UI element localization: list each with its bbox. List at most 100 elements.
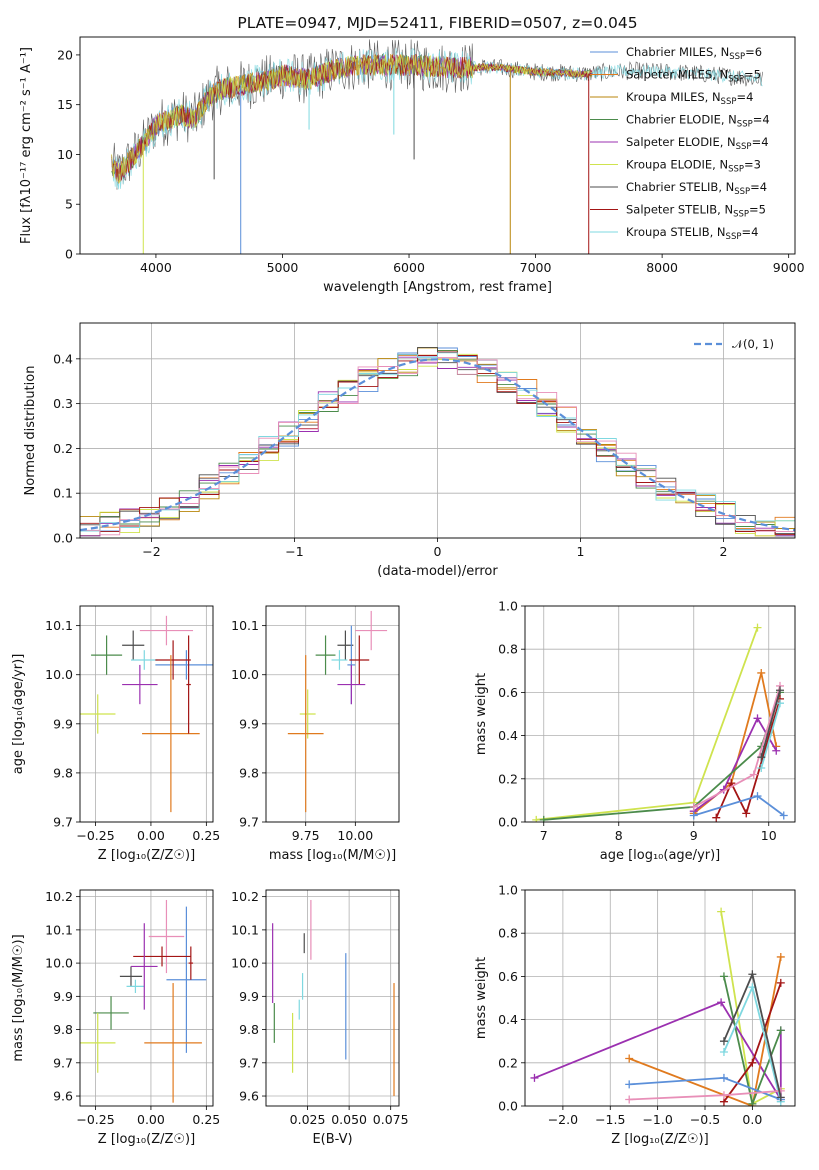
x-axis-label: Z [log₁₀(Z/Z☉)] (98, 848, 195, 863)
weight-marker (530, 1073, 539, 1082)
weight-marker (757, 753, 766, 762)
grid (80, 890, 213, 1106)
panel-residuals: −2 −1 0 1 2 0.0 0.1 0.2 0.3 0.4 (data-model)/error… (23, 322, 796, 579)
x-tick-label: 10.00 (337, 828, 373, 843)
x-tick-label: 0.00 (137, 1112, 165, 1127)
weight-marker (689, 811, 698, 820)
y-tick-label: 1.0 (498, 599, 518, 614)
x-tick-label: 4000 (140, 260, 172, 275)
weight-series (760, 689, 781, 758)
weight-marker (776, 978, 785, 987)
x-axis-label: age [log₁₀(age/yr)] (600, 848, 721, 863)
panel-weight-vs-Z: −2.0 −1.5 −1.0 −0.5 0.0 0.0 0.2 0.4 0.6 0.8 1.0 Z [… (474, 883, 796, 1147)
x-tick-label: 2 (720, 544, 728, 559)
plot-area (80, 899, 207, 1103)
x-tick-label: 0 (434, 544, 442, 559)
x-axis-label: Z [log₁₀(Z/Z☉)] (98, 1132, 195, 1147)
x-tick-label: −1 (285, 544, 303, 559)
x-tick-label: −0.25 (76, 1112, 114, 1127)
y-tick-label: 0.8 (498, 926, 518, 941)
x-axis-label: (data-model)/error (377, 564, 498, 579)
weight-marker (776, 952, 785, 961)
weight-marker (779, 811, 788, 820)
weight-marker (776, 686, 784, 695)
axes-frame (524, 605, 796, 823)
legend-entry: Chabrier MILES, NSSP=6 (626, 45, 762, 62)
weight-marker (719, 1048, 728, 1056)
y-tick-label: 0.8 (498, 642, 518, 657)
y-tick-label: 0.0 (498, 1099, 518, 1114)
weight-marker (539, 815, 548, 822)
plot-area (530, 907, 785, 1106)
y-tick-label: 0.2 (498, 1055, 518, 1070)
x-tick-label: 0.050 (331, 1112, 367, 1127)
axes-frame (265, 605, 400, 823)
legend-suffix: =5 (749, 203, 766, 217)
y-tick-label: 10.1 (45, 618, 73, 633)
legend-suffix: =5 (744, 68, 761, 82)
y-tick-label: 9.6 (239, 1089, 259, 1104)
legend-label: Kroupa STELIB, N (626, 225, 726, 239)
x-tick-label: 1 (577, 544, 585, 559)
weight-marker (689, 802, 698, 811)
weight-marker (625, 1054, 634, 1063)
weight-marker (749, 770, 758, 779)
weight-series (628, 956, 782, 1106)
weight-marker (776, 1026, 785, 1035)
y-tick-label: 9.7 (53, 1055, 73, 1070)
weight-marker (742, 809, 751, 818)
y-tick-label: 9.8 (239, 765, 259, 780)
x-tick-label: −0.25 (76, 828, 114, 843)
weight-marker (757, 764, 766, 772)
grid (266, 890, 399, 1106)
panel-age-vs-mass: 9.75 10.00 9.7 9.8 9.9 10.0 10.1 mass [log₁₀(M/… (231, 605, 400, 863)
axes-frame (265, 889, 400, 1107)
x-tick-label: 8 (615, 828, 623, 843)
weight-marker (748, 1099, 757, 1106)
x-tick-label: 0.075 (373, 1112, 409, 1127)
y-tick-label: 15 (57, 97, 73, 112)
legend-suffix: =4 (741, 225, 758, 239)
panel-weight-vs-age: 7 8 9 10 0.0 0.2 0.4 0.6 0.8 1.0 age [log₁₀(age/yr… (474, 599, 796, 863)
y-tick-label: 0.4 (498, 728, 518, 743)
legend-sub: SSP (728, 75, 744, 85)
weight-marker (717, 998, 726, 1007)
weight-marker (753, 714, 762, 723)
plot-area (80, 346, 795, 538)
plot-area (80, 615, 213, 813)
y-tick-label: 0 (65, 247, 73, 262)
legend-sub: SSP (734, 187, 750, 197)
weight-marker (753, 623, 762, 632)
x-tick-label: −1.5 (595, 1112, 625, 1127)
panel-age-vs-Z: −0.25 0.00 0.25 9.7 9.8 9.9 10.0 10.1 Z [log₁₀(Z… (11, 605, 220, 863)
y-tick-label: 9.8 (53, 765, 73, 780)
legend-label: Salpeter STELIB, N (626, 203, 733, 217)
legend-suffix: =3 (744, 158, 761, 172)
legend-entry: Salpeter MILES, NSSP=5 (626, 68, 761, 85)
y-tick-label: 10.0 (45, 956, 73, 971)
legend-label: Chabrier MILES, N (626, 45, 729, 59)
y-tick-label: 0.6 (498, 969, 518, 984)
axes-frame (524, 889, 796, 1107)
weight-marker (532, 815, 541, 822)
x-tick-label: −0.5 (690, 1112, 720, 1127)
normal-curve (80, 358, 795, 532)
panel-spectrum: 4000 5000 6000 7000 8000 9000 0 5 10 15 20 waveleng… (19, 14, 805, 295)
legend-label: Kroupa ELODIE, N (626, 158, 728, 172)
panel-mass-vs-Z: −0.25 0.00 0.25 9.6 9.7 9.8 9.9 10.0 10.1 10.2 Z [… (11, 889, 220, 1147)
legend-sub: SSP (721, 97, 737, 107)
y-tick-label: 0.4 (53, 351, 73, 366)
legend-entry: Chabrier STELIB, NSSP=4 (626, 180, 767, 197)
x-tick-label: 0.25 (192, 1112, 220, 1127)
x-tick-label: 9 (690, 828, 698, 843)
y-axis-label: Normed distribution (23, 366, 38, 496)
y-tick-label: 0.6 (498, 685, 518, 700)
y-tick-label: 10 (57, 147, 73, 162)
y-tick-label: 10.1 (45, 922, 73, 937)
legend-label: Chabrier STELIB, N (626, 180, 734, 194)
legend-entry: Chabrier ELODIE, NSSP=4 (626, 113, 770, 130)
x-tick-label: −1.0 (642, 1112, 672, 1127)
legend-sub: SSP (729, 52, 745, 62)
axes-frame (79, 605, 214, 823)
